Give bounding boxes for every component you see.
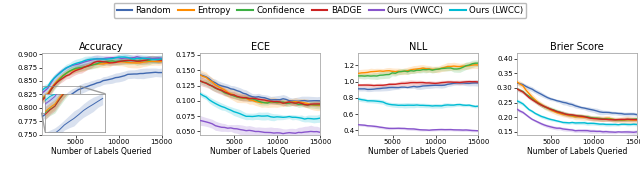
Title: ECE: ECE (250, 42, 269, 52)
Title: Accuracy: Accuracy (79, 42, 124, 52)
Legend: Random, Entropy, Confidence, BADGE, Ours (VWCC), Ours (LWCC): Random, Entropy, Confidence, BADGE, Ours… (113, 2, 527, 18)
Title: NLL: NLL (409, 42, 428, 52)
X-axis label: Number of Labels Queried: Number of Labels Queried (527, 147, 627, 156)
X-axis label: Number of Labels Queried: Number of Labels Queried (210, 147, 310, 156)
Title: Brier Score: Brier Score (550, 42, 604, 52)
X-axis label: Number of Labels Queried: Number of Labels Queried (51, 147, 152, 156)
X-axis label: Number of Labels Queried: Number of Labels Queried (368, 147, 468, 156)
Bar (42, 86, 80, 113)
